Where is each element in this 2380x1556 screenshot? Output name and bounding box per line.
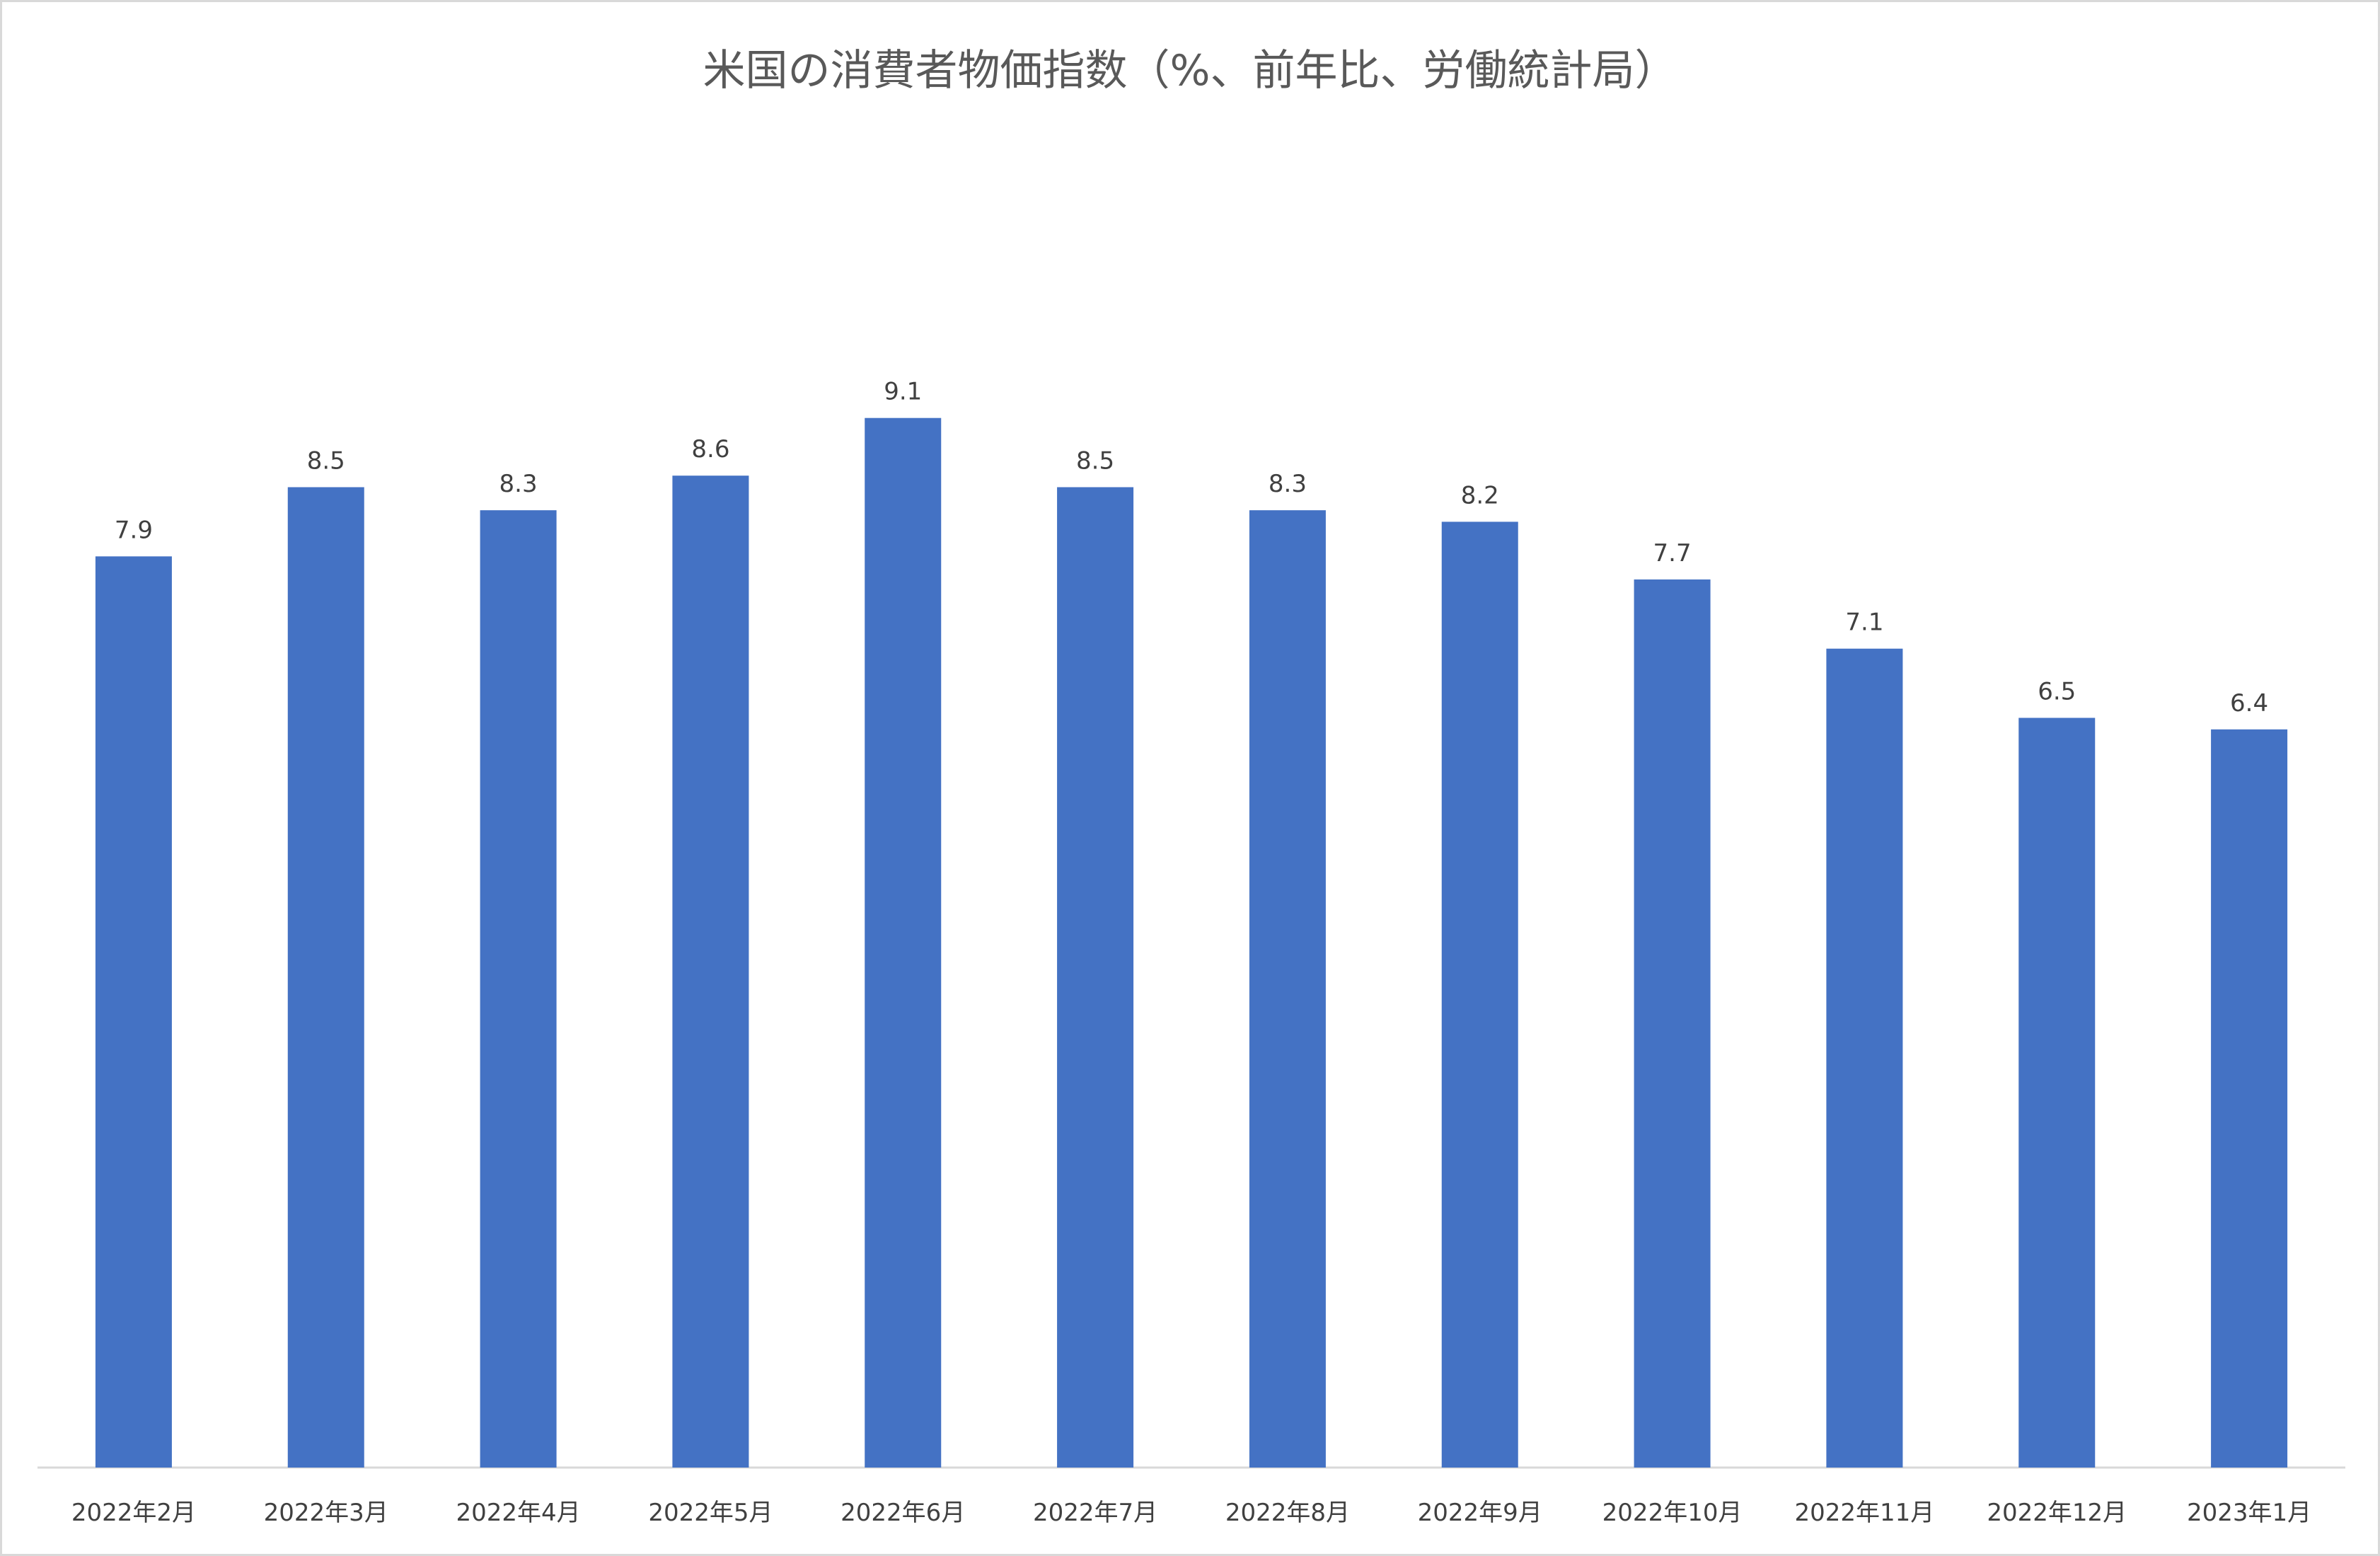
data-label: 8.5: [307, 447, 345, 476]
x-tick-label: 2022年7月: [1033, 1499, 1157, 1527]
bar: [2211, 729, 2288, 1468]
data-label: 7.7: [1653, 539, 1692, 567]
bar: [287, 487, 364, 1468]
data-label: 8.3: [1269, 470, 1307, 498]
chart-title: 米国の消費者物価指数（%、前年比、労働統計局）: [703, 46, 1677, 96]
bar: [1634, 579, 1711, 1468]
bar: [1441, 521, 1518, 1468]
x-tick-label: 2022年8月: [1225, 1499, 1350, 1527]
bar: [1249, 510, 1326, 1468]
data-label: 8.6: [691, 435, 729, 463]
bar: [1057, 487, 1134, 1468]
data-label: 9.1: [884, 378, 922, 406]
data-label: 6.4: [2230, 689, 2268, 718]
x-tick-label: 2022年11月: [1795, 1499, 1935, 1527]
x-tick-label: 2022年3月: [264, 1499, 388, 1527]
bar: [865, 417, 942, 1468]
data-label: 7.1: [1845, 609, 1883, 637]
data-label: 8.2: [1461, 481, 1499, 509]
x-tick-label: 2022年6月: [840, 1499, 965, 1527]
bar: [95, 556, 172, 1468]
x-tick-label: 2022年2月: [71, 1499, 196, 1527]
data-label: 8.5: [1076, 447, 1114, 476]
x-tick-label: 2022年5月: [648, 1499, 773, 1527]
x-tick-label: 2023年1月: [2187, 1499, 2311, 1527]
bar: [672, 476, 749, 1468]
bar: [2018, 718, 2096, 1468]
data-label: 7.9: [115, 516, 153, 544]
x-tick-label: 2022年4月: [456, 1499, 580, 1527]
bar: [1826, 648, 1903, 1468]
data-label: 6.5: [2038, 678, 2076, 706]
data-label: 8.3: [499, 470, 538, 498]
x-tick-label: 2022年12月: [1987, 1499, 2127, 1527]
x-tick-label: 2022年9月: [1418, 1499, 1542, 1527]
x-tick-label: 2022年10月: [1602, 1499, 1743, 1527]
bar: [480, 510, 557, 1468]
